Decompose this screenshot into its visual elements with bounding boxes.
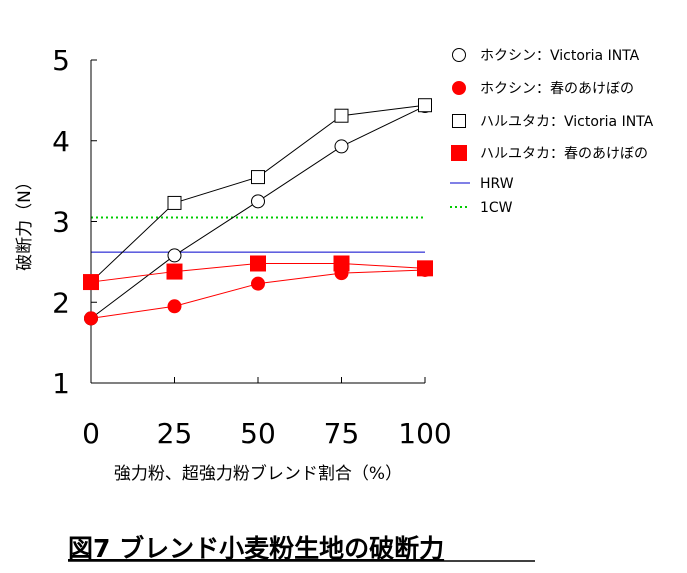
x-tick-label: 75 xyxy=(324,417,360,450)
legend-marker xyxy=(452,114,466,128)
figure-title: 図7 ブレンド小麦粉生地の破断力 xyxy=(68,534,444,563)
series-2 xyxy=(84,262,432,326)
data-point xyxy=(83,274,99,291)
data-point xyxy=(167,248,182,263)
x-axis-title: 強力粉、超強力粉ブレンド割合（%） xyxy=(114,463,402,484)
data-point xyxy=(251,170,265,185)
legend-label: ホクシン：春のあけぼの xyxy=(480,81,634,97)
legend-marker xyxy=(452,48,466,62)
y-axis-title: 破断力（N） xyxy=(15,173,35,271)
series-layer xyxy=(83,98,433,326)
data-point xyxy=(167,195,182,210)
data-point xyxy=(84,311,98,326)
data-point xyxy=(418,98,432,113)
series-1 xyxy=(84,99,432,326)
legend-label: HRW xyxy=(480,176,514,192)
y-tick-label: 5 xyxy=(52,44,70,77)
data-point xyxy=(251,276,265,291)
data-point xyxy=(251,194,265,209)
data-point xyxy=(333,255,350,272)
x-tick-label: 50 xyxy=(240,417,276,450)
y-tick-label: 1 xyxy=(52,367,70,400)
legend-label: ハルユタカ：Victoria INTA xyxy=(480,114,654,130)
x-tick-label: 0 xyxy=(82,417,100,450)
reference-lines xyxy=(91,216,425,253)
axes xyxy=(90,59,426,384)
legend-marker xyxy=(451,145,467,161)
y-tick-label: 2 xyxy=(52,286,70,319)
legend: ホクシン：Victoria INTA ホクシン：春のあけぼのハルユタカ：Victo… xyxy=(450,48,654,216)
y-tick-label: 3 xyxy=(52,206,70,239)
y-tick-label: 4 xyxy=(52,125,70,158)
data-point xyxy=(417,260,433,277)
data-point xyxy=(166,263,183,280)
legend-label: 1CW xyxy=(480,200,513,216)
series-4 xyxy=(83,255,433,291)
legend-marker xyxy=(452,81,466,95)
data-point xyxy=(334,139,349,154)
x-tick-label: 25 xyxy=(157,417,193,450)
data-point xyxy=(250,255,266,272)
data-point xyxy=(167,299,182,314)
legend-label: ホクシン：Victoria INTA xyxy=(480,48,640,64)
legend-label: ハルユタカ：春のあけぼの xyxy=(480,146,648,162)
x-tick-label: 100 xyxy=(398,417,451,450)
data-point xyxy=(334,108,349,123)
